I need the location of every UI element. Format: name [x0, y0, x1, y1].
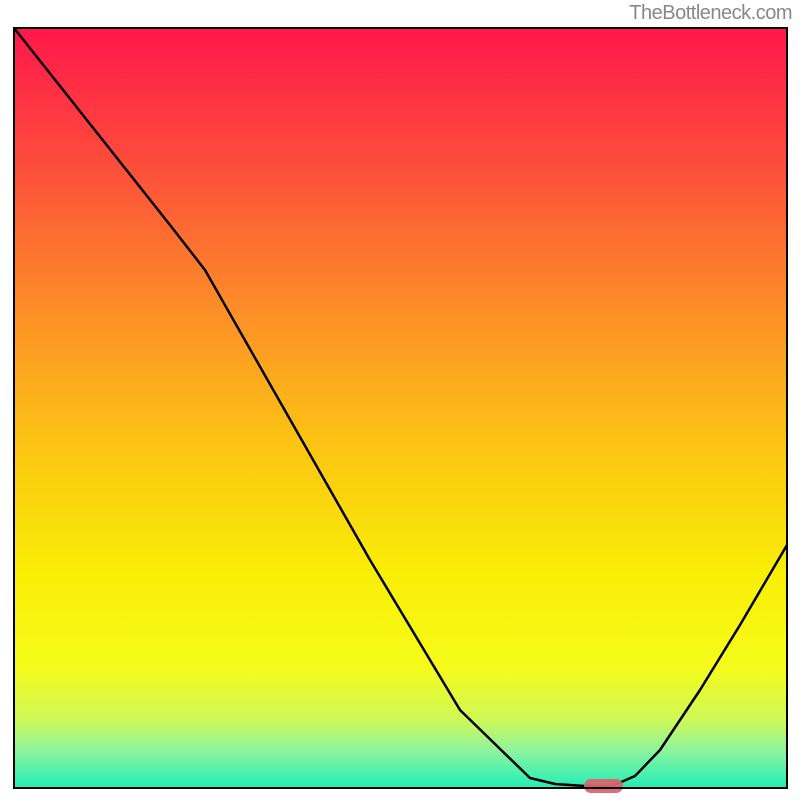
watermark-text: TheBottleneck.com: [629, 2, 792, 25]
chart-svg: [0, 0, 800, 800]
sweet-spot-marker: [584, 779, 623, 793]
chart-background: [14, 28, 787, 788]
chart-root: TheBottleneck.com: [0, 0, 800, 800]
